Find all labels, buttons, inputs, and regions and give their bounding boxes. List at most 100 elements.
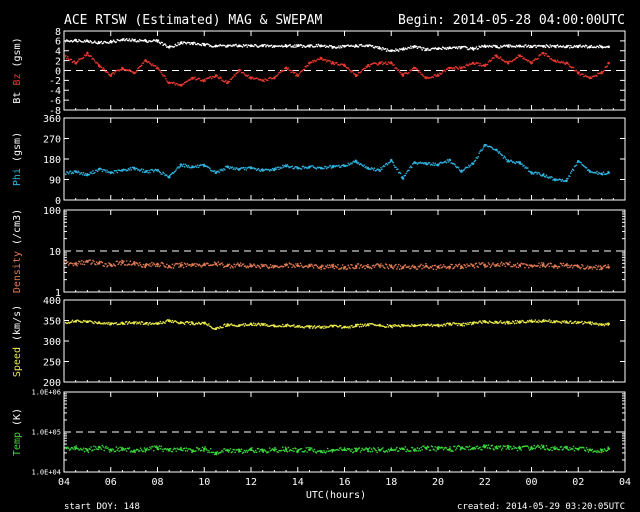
phi-data-dot [600,172,603,174]
density-data-dot [295,263,297,265]
mag-data-dot [597,45,599,48]
mag-data-dot [328,59,331,62]
temp-data-dot [94,448,96,451]
speed-data-dot [157,321,160,324]
mag-data-dot [218,77,221,80]
phi-data-dot [195,166,198,168]
temp-data-dot [183,447,186,450]
mag-data-dot [267,44,269,47]
mag-data-dot [497,56,499,58]
mag-data-dot [140,64,143,67]
speed-data-dot [93,322,95,325]
density-data-dot [202,263,205,266]
temp-data-dot [152,449,155,452]
temp-y-tick-label: 1.0E+06 [31,389,61,397]
speed-data-dot [520,321,523,323]
mag-data-dot [343,63,346,66]
speed-data-dot [379,323,381,326]
density-data-dot [518,264,521,267]
temp-data-dot [345,449,348,452]
density-data-dot [229,267,232,269]
density-data-dot [523,263,525,265]
speed-data-dot [91,321,93,323]
speed-data-dot [166,318,169,321]
speed-data-dot [207,324,209,327]
speed-y-tick-label: 350 [43,316,61,327]
temp-data-dot [275,448,278,451]
mag-data-dot [483,44,486,46]
phi-data-dot [479,150,481,153]
mag-data-dot [577,46,580,49]
phi-data-dot [371,167,374,170]
speed-data-dot [390,325,393,328]
temp-data-dot [179,448,181,451]
temp-data-dot [311,449,314,451]
mag-data-dot [324,44,326,47]
density-data-dot [378,264,380,267]
mag-data-dot [209,44,212,47]
phi-data-dot [338,164,340,167]
density-data-dot [558,266,561,268]
speed-data-dot [494,320,496,323]
phi-data-dot [525,166,527,168]
temp-data-dot [487,444,490,446]
mag-data-dot [589,46,592,49]
temp-data-dot [520,449,523,451]
density-data-dot [393,266,395,268]
mag-data-dot [163,74,165,77]
mag-data-dot [200,44,203,47]
mag-data-dot [165,44,167,47]
phi-y-tick-label: 360 [43,114,61,125]
mag-data-dot [498,57,501,60]
mag-data-dot [181,41,183,43]
temp-data-dot [255,451,258,454]
mag-data-dot [90,55,92,57]
temp-data-dot [545,444,548,447]
density-data-dot [495,265,497,267]
temp-data-dot [207,451,209,454]
speed-data-dot [572,322,575,324]
phi-data-dot [267,168,270,171]
phi-data-dot [395,166,397,169]
mag-data-dot [339,47,341,49]
temp-data-dot [310,447,313,449]
density-data-dot [437,266,439,268]
density-data-dot [134,264,136,266]
temp-data-dot [123,449,126,451]
temp-data-dot [107,447,109,449]
phi-data-dot [282,166,285,168]
mag-data-dot [242,43,245,46]
temp-data-dot [319,450,321,452]
density-data-dot [600,268,603,271]
mag-data-dot [180,83,182,86]
temp-data-dot [281,446,284,449]
mag-data-dot [286,68,289,71]
density-data-dot [291,266,293,268]
temp-data-dot [583,447,585,449]
density-data-dot [556,267,559,269]
temp-data-dot [180,446,182,449]
temp-data-dot [208,449,210,452]
density-data-dot [267,266,269,269]
temp-data-dot [102,446,105,448]
density-data-dot [138,264,140,267]
temp-data-dot [390,447,393,449]
speed-data-dot [465,322,467,325]
mag-data-dot [93,58,95,61]
temp-data-dot [248,449,250,451]
temp-data-dot [369,450,372,453]
temp-data-dot [420,446,422,449]
density-data-dot [137,263,139,265]
mag-series-bt [65,37,610,53]
temp-data-dot [455,447,458,449]
phi-data-dot [548,176,551,178]
mag-data-dot [354,75,357,78]
speed-data-dot [102,323,105,325]
mag-data-dot [452,67,454,70]
mag-data-dot [336,61,338,64]
speed-data-dot [526,321,528,323]
phi-data-dot [187,164,190,167]
speed-data-dot [179,322,181,325]
density-data-dot [530,264,533,267]
